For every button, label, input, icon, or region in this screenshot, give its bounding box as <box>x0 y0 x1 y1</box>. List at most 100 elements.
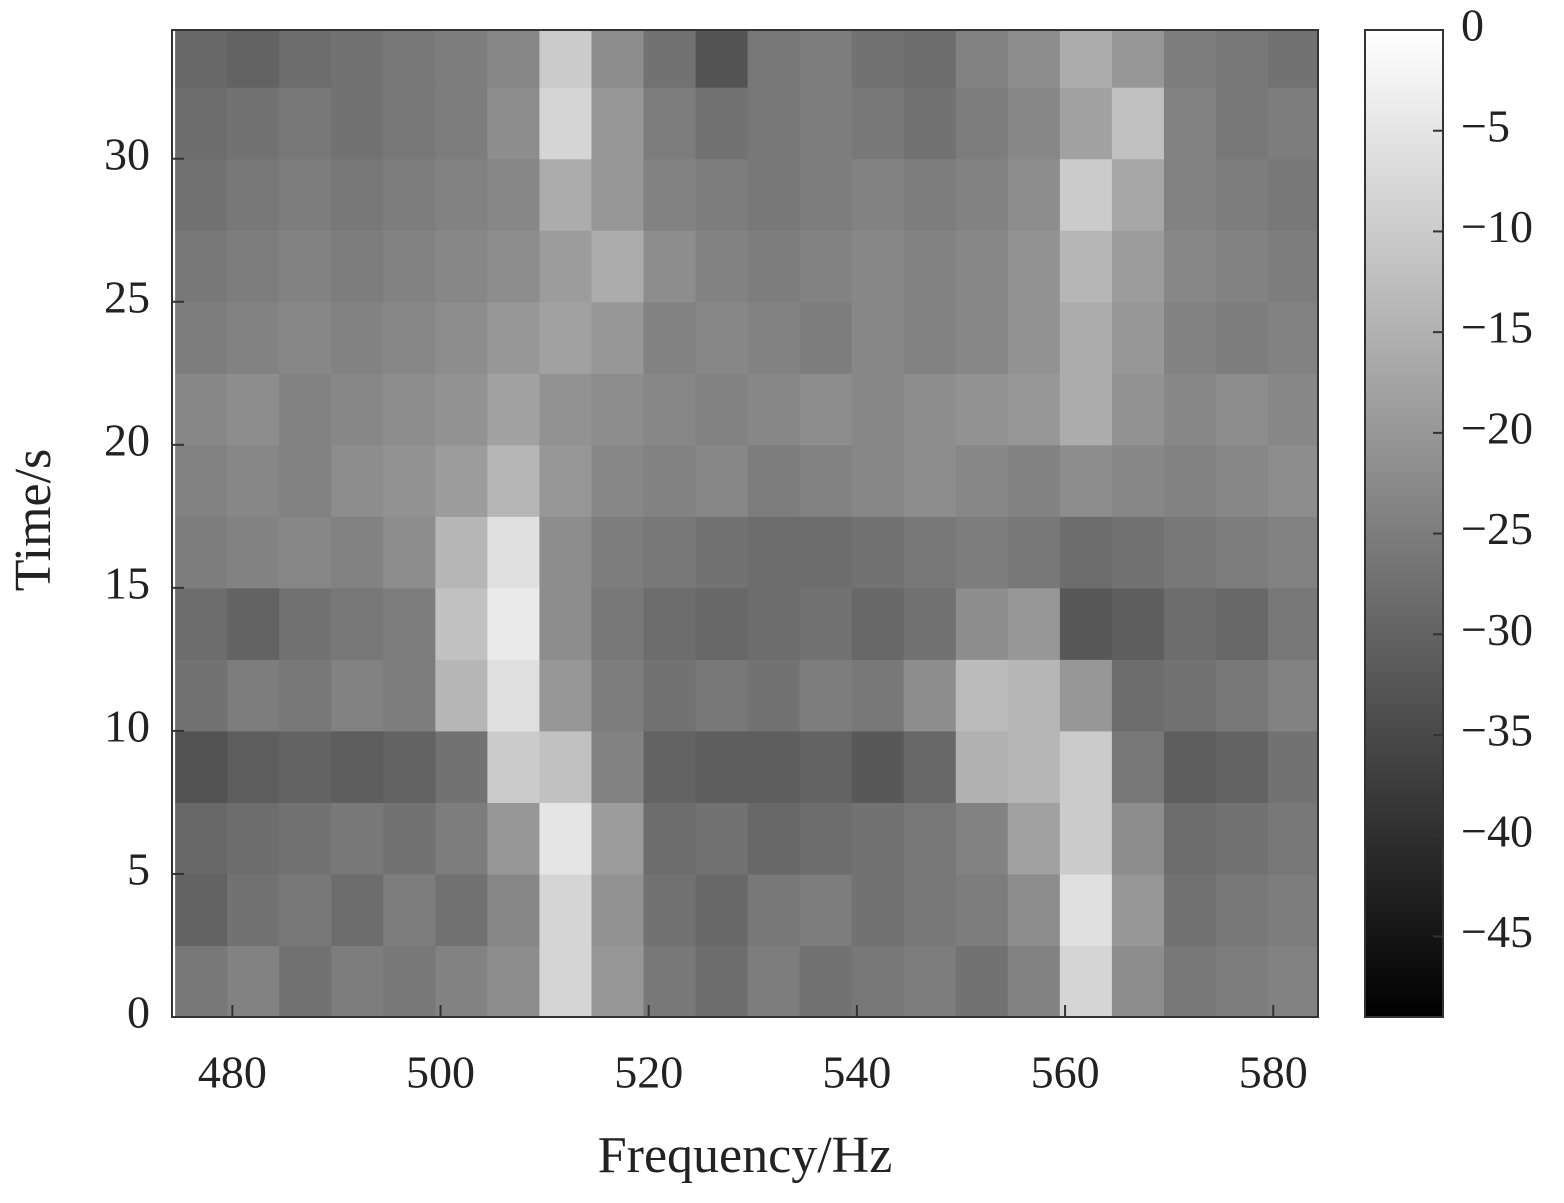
heat-cell <box>1059 87 1113 160</box>
heat-cell <box>799 730 853 803</box>
heat-cell <box>487 587 540 660</box>
heat-cell <box>383 30 436 88</box>
heat-cell <box>1268 444 1318 517</box>
heat-cell <box>1007 659 1061 732</box>
colorbar-tick-label: −30 <box>1461 604 1533 655</box>
heat-cell <box>1007 444 1061 517</box>
x-tick-label: 540 <box>822 1047 891 1098</box>
heat-cell <box>903 230 957 303</box>
heat-cell <box>591 373 645 446</box>
heat-cell <box>591 587 645 660</box>
y-axis-label: Time/s <box>5 449 62 592</box>
heat-cell <box>851 444 905 517</box>
heat-cell <box>903 444 957 517</box>
heat-cell <box>383 587 436 660</box>
heat-cell <box>1163 945 1217 1017</box>
heat-cell <box>487 230 540 303</box>
heat-cell <box>435 587 488 660</box>
x-tick-label: 520 <box>614 1047 683 1098</box>
heat-cell <box>279 87 332 160</box>
heat-cell <box>227 802 280 875</box>
heat-cell <box>175 945 228 1017</box>
heat-cell <box>175 87 228 160</box>
x-tick-label: 580 <box>1239 1047 1308 1098</box>
heat-cell <box>487 373 540 446</box>
heat-cell <box>955 945 1009 1017</box>
heat-cell <box>279 301 332 374</box>
heat-cell <box>331 587 384 660</box>
y-tick-label: 15 <box>104 557 150 608</box>
heat-cell <box>851 659 905 732</box>
heat-cell <box>799 373 853 446</box>
heat-cell <box>1268 516 1318 589</box>
heat-cell <box>955 516 1009 589</box>
heat-cell <box>1268 30 1318 88</box>
heat-cell <box>435 444 488 517</box>
heat-cell <box>851 373 905 446</box>
heat-cell <box>955 301 1009 374</box>
colorbar-tick-label: −15 <box>1461 302 1533 353</box>
heat-cell <box>487 301 540 374</box>
heat-cell <box>435 516 488 589</box>
heat-cell <box>747 516 801 589</box>
heat-cell <box>435 945 488 1017</box>
heat-cell <box>1215 87 1269 160</box>
heat-cell <box>851 516 905 589</box>
y-tick-label: 25 <box>104 271 150 322</box>
heat-cell <box>591 230 645 303</box>
heat-cell <box>227 158 280 231</box>
heat-cell <box>851 873 905 946</box>
heat-cell <box>383 87 436 160</box>
heat-cell <box>539 87 592 160</box>
heat-cell <box>799 802 853 875</box>
heat-cell <box>1163 659 1217 732</box>
heat-cell <box>643 230 697 303</box>
heat-cell <box>227 444 280 517</box>
heat-cell <box>643 587 697 660</box>
heat-cell <box>591 301 645 374</box>
heat-cell <box>643 30 697 88</box>
heat-cell <box>1059 730 1113 803</box>
heat-cell <box>383 230 436 303</box>
heat-cell <box>1268 87 1318 160</box>
heat-cell <box>903 730 957 803</box>
heat-cell <box>591 659 645 732</box>
heat-cell <box>799 230 853 303</box>
heat-cell <box>383 659 436 732</box>
colorbar <box>1364 29 1444 1018</box>
heat-cell <box>539 730 592 803</box>
heat-cell <box>955 87 1009 160</box>
heat-cell <box>227 659 280 732</box>
heat-cell <box>175 373 228 446</box>
heat-cell <box>175 158 228 231</box>
heat-cell <box>1215 30 1269 88</box>
heat-cell <box>643 373 697 446</box>
heat-cell <box>591 730 645 803</box>
heat-cell <box>539 516 592 589</box>
heat-cell <box>695 730 749 803</box>
heat-cell <box>1215 587 1269 660</box>
y-tick-label: 10 <box>104 700 150 751</box>
heat-cell <box>591 87 645 160</box>
heat-cell <box>955 158 1009 231</box>
heat-cell <box>279 30 332 88</box>
heat-cell <box>1163 516 1217 589</box>
heat-cell <box>643 873 697 946</box>
colorbar-tick-label: −20 <box>1461 402 1533 453</box>
heat-cell <box>279 587 332 660</box>
heat-cell <box>747 30 801 88</box>
heat-cell <box>279 230 332 303</box>
colorbar-tick-label: −5 <box>1461 100 1510 151</box>
heat-cell <box>799 659 853 732</box>
heat-cell <box>1059 587 1113 660</box>
heat-cell <box>955 230 1009 303</box>
heat-cell <box>747 301 801 374</box>
heat-cell <box>643 158 697 231</box>
colorbar-tick-label: −35 <box>1461 705 1533 756</box>
heat-cell <box>851 301 905 374</box>
heat-cell <box>1215 945 1269 1017</box>
heat-cell <box>331 87 384 160</box>
colorbar-tick-label: 0 <box>1461 0 1484 51</box>
heat-cell <box>1007 587 1061 660</box>
heat-cell <box>955 587 1009 660</box>
